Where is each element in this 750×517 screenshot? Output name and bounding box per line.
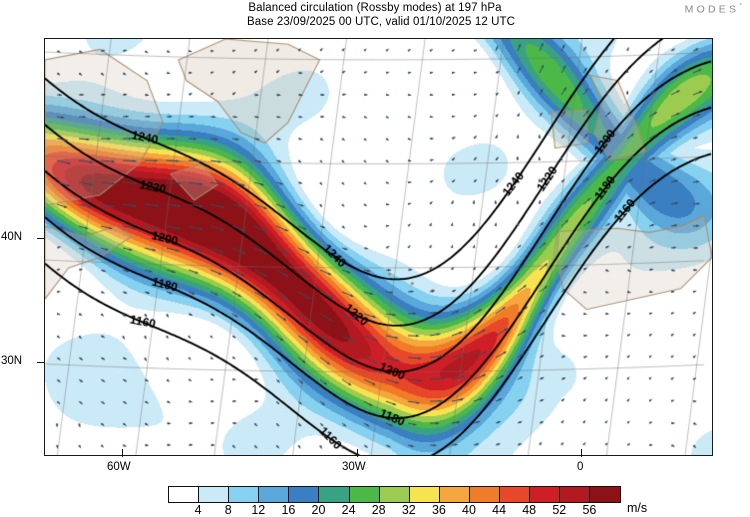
lon-tick-0 <box>581 449 583 457</box>
colorbar-cell <box>530 487 561 502</box>
colorbar-tick: 20 <box>311 503 326 517</box>
colorbar-cell <box>319 487 350 502</box>
colorbar-cell <box>500 487 531 502</box>
colorbar-cell <box>199 487 230 502</box>
colorbar-tick: 24 <box>341 503 356 517</box>
colorbar-cell <box>469 487 501 502</box>
colorbar-cell <box>289 487 320 502</box>
colorbar-tick: 32 <box>401 503 416 517</box>
colorbar-cell <box>259 487 290 502</box>
modes-logo: MODES° <box>685 3 742 16</box>
lat-tick-30n <box>37 362 45 364</box>
chart-title-line1: Balanced circulation (Rossby modes) at 1… <box>248 2 502 14</box>
colorbar-tick: 40 <box>462 503 476 517</box>
colorbar-tick: 16 <box>281 503 296 517</box>
map-plot-area <box>44 38 713 456</box>
colorbar-tick: 12 <box>251 503 266 517</box>
modes-logo-text: MODES <box>684 3 740 16</box>
colorbar-cell <box>229 487 260 502</box>
lon-label-0: 0 <box>577 461 584 473</box>
lat-label-40n: 40N <box>1 231 23 243</box>
colorbar-cell <box>560 487 591 502</box>
colorbar-cell <box>169 487 200 502</box>
colorbar-tick: 44 <box>492 503 507 517</box>
colorbar-tick: 56 <box>582 503 597 517</box>
colorbar-cell <box>439 487 470 502</box>
colorbar-tick: 52 <box>552 503 567 517</box>
colorbar-tick: 48 <box>522 503 537 517</box>
chart-title-block: Balanced circulation (Rossby modes) at 1… <box>0 1 750 29</box>
colorbar-tick: 28 <box>371 503 386 517</box>
lat-label-30n: 30N <box>1 355 23 367</box>
colorbar-tick: 8 <box>224 503 232 517</box>
colorbar-units-label: m/s <box>627 501 648 515</box>
colorbar-tick: 36 <box>431 503 446 517</box>
modes-logo-mark: ° <box>739 3 742 10</box>
colorbar-cell <box>590 487 621 502</box>
colorbar-tick: 4 <box>194 503 202 517</box>
map-canvas <box>45 39 712 455</box>
lat-tick-40n <box>37 238 45 240</box>
colorbar-cell <box>349 487 380 502</box>
colorbar-cell <box>409 487 440 502</box>
lon-label-30w: 30W <box>342 461 366 473</box>
colorbar-tick-labels: 4 8 12 16 20 24 28 32 36 40 44 48 52 56 <box>0 503 750 517</box>
colorbar-cell <box>379 487 410 502</box>
lon-label-60w: 60W <box>107 461 131 473</box>
lon-tick-60w <box>122 449 124 457</box>
chart-subtitle-line2: Base 23/09/2025 00 UTC, valid 01/10/2025… <box>246 16 516 28</box>
lon-tick-30w <box>357 449 359 457</box>
colorbar <box>168 486 622 503</box>
